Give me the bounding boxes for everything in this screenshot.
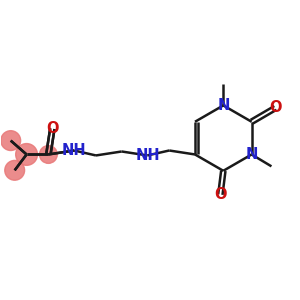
Text: O: O	[269, 100, 282, 116]
Text: N: N	[217, 98, 230, 113]
Circle shape	[1, 131, 21, 151]
Circle shape	[5, 160, 25, 180]
Text: O: O	[46, 121, 59, 136]
Text: NH: NH	[62, 143, 86, 158]
Circle shape	[40, 146, 57, 164]
Circle shape	[16, 144, 38, 165]
Text: N: N	[245, 147, 258, 162]
Text: O: O	[214, 187, 226, 202]
Text: NH: NH	[135, 148, 160, 163]
